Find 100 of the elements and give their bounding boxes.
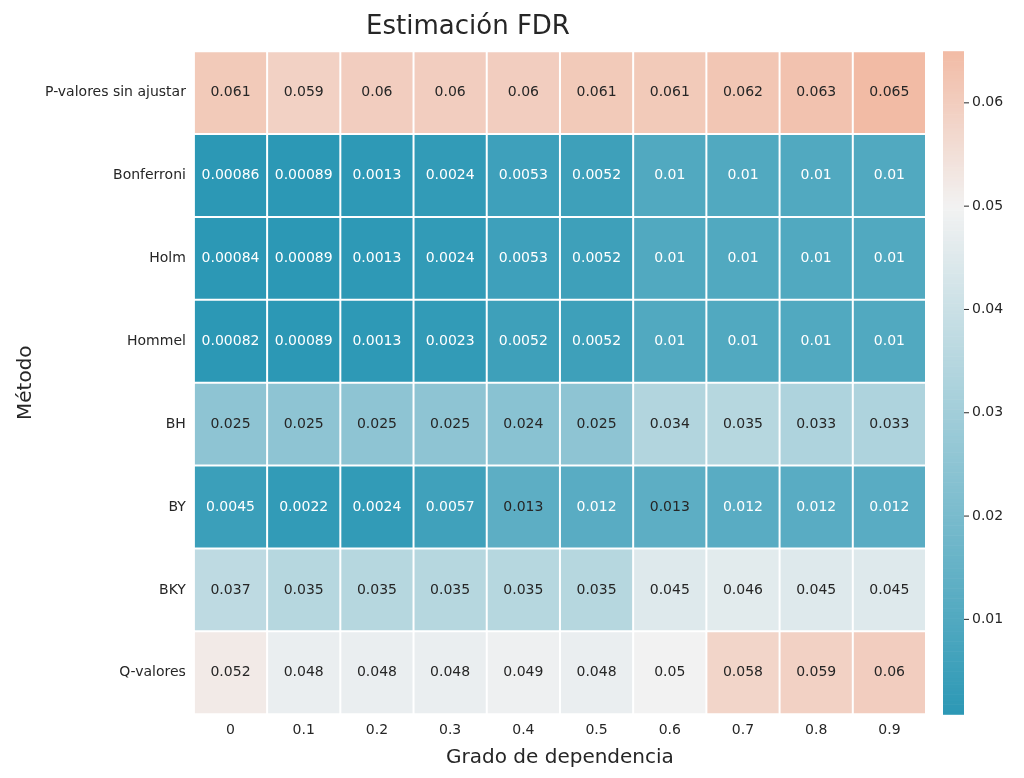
data-label: 0.045 [796,580,837,597]
x-tick-label: 0.9 [878,721,901,738]
data-label: 0.061 [649,83,690,100]
data-label: 0.0053 [498,249,548,266]
data-label: 0.0045 [206,497,256,514]
data-label: 0.061 [576,83,617,100]
data-label: 0.0052 [498,331,548,348]
data-label: 0.0013 [352,166,402,183]
y-tick-label: P-valores sin ajustar [45,83,187,100]
data-label: 0.025 [210,414,251,431]
data-label: 0.06 [507,83,540,100]
data-label: 0.00089 [274,166,333,183]
data-label: 0.035 [576,580,617,597]
data-label: 0.01 [873,166,905,183]
data-label: 0.012 [869,497,910,514]
data-label: 0.035 [283,580,324,597]
x-tick-label: 0.5 [585,721,608,738]
color-bar-label: 0.02 [972,506,1004,523]
x-tick-label: 0.6 [658,721,681,738]
data-label: 0.052 [210,663,251,680]
y-tick-label: Holm [149,249,186,266]
data-label: 0.06 [873,663,906,680]
data-label: 0.0022 [279,497,329,514]
data-label: 0.025 [576,414,617,431]
data-label: 0.061 [210,83,251,100]
data-label: 0.06 [434,83,466,100]
data-label: 0.012 [576,497,617,514]
data-label: 0.00089 [274,249,333,266]
data-label: 0.01 [654,331,686,348]
data-label: 0.01 [727,249,759,266]
data-label: 0.059 [283,83,324,100]
data-label: 0.037 [210,580,251,597]
data-label: 0.01 [800,249,832,266]
x-tick-label: 0.8 [805,721,828,738]
y-tick-label: Hommel [127,331,186,348]
data-label: 0.048 [430,663,471,680]
data-label: 0.025 [283,414,324,431]
data-label: 0.01 [727,166,759,183]
data-label: 0.024 [503,414,544,431]
data-label: 0.0053 [498,166,548,183]
x-tick-label: 0.1 [292,721,315,738]
data-label: 0.01 [873,331,905,348]
chart-title: Estimación FDR [366,10,570,41]
data-label: 0.045 [869,580,910,597]
data-label: 0.013 [649,497,690,514]
data-label: 0.0052 [572,166,622,183]
data-label: 0.035 [430,580,471,597]
data-label: 0.01 [654,166,686,183]
data-label: 0.01 [800,166,832,183]
x-axis-title: Grado de dependencia [446,744,674,769]
x-tick-label: 0.7 [731,721,755,738]
color-bar-label: 0.01 [972,610,1004,627]
data-label: 0.0024 [352,497,402,514]
data-label: 0.062 [722,83,764,100]
y-tick-label: BH [165,414,186,431]
data-label: 0.0024 [425,166,475,183]
data-label: 0.025 [430,414,471,431]
color-bar-label: 0.05 [972,196,1004,213]
data-label: 0.0013 [352,331,402,348]
x-tick-label: 0.4 [512,721,535,738]
data-label: 0.0023 [425,331,475,348]
data-label: 0.01 [873,249,905,266]
color-bar-label: 0.06 [972,93,1004,110]
x-tick-label: 0.2 [365,721,389,738]
data-label: 0.025 [356,414,397,431]
data-label: 0.00089 [274,331,333,348]
color-bar-label: 0.04 [972,300,1004,317]
y-tick-label: BKY [159,580,187,597]
y-tick-label: Bonferroni [113,166,186,183]
data-label: 0.035 [503,580,544,597]
data-label: 0.00084 [201,249,260,266]
data-label: 0.013 [503,497,544,514]
data-label: 0.035 [356,580,397,597]
data-label: 0.063 [796,83,837,100]
data-label: 0.048 [576,663,617,680]
data-label: 0.065 [869,83,910,100]
data-label: 0.01 [654,249,686,266]
y-tick-label: BY [168,497,187,514]
data-label: 0.01 [800,331,832,348]
data-label: 0.05 [654,663,686,680]
data-label: 0.0057 [425,497,475,514]
data-label: 0.033 [796,414,837,431]
color-bar-label: 0.03 [972,403,1004,420]
data-label: 0.01 [727,331,759,348]
data-label: 0.059 [796,663,837,680]
data-label: 0.0024 [425,249,475,266]
data-label: 0.058 [722,663,764,680]
x-tick-label: 0.3 [439,721,462,738]
data-label: 0.048 [356,663,397,680]
data-label: 0.0052 [572,249,622,266]
data-label: 0.049 [503,663,544,680]
data-label: 0.048 [283,663,324,680]
data-label: 0.012 [722,497,764,514]
data-label: 0.035 [722,414,764,431]
data-label: 0.034 [649,414,690,431]
y-tick-label: Q-valores [119,663,186,680]
data-label: 0.012 [796,497,837,514]
data-label: 0.046 [722,580,764,597]
x-tick-label: 0 [226,721,235,738]
data-label: 0.06 [361,83,393,100]
